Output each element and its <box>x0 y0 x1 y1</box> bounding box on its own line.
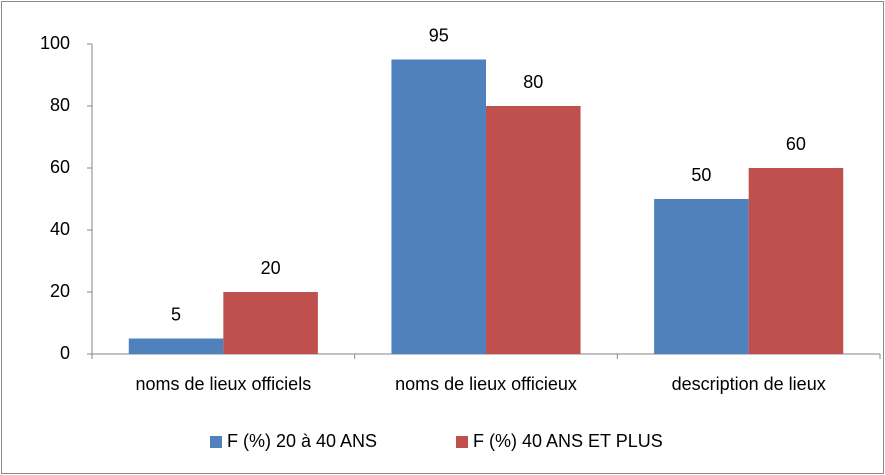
y-tick-label: 0 <box>60 343 70 363</box>
x-tick-label: noms de lieux officieux <box>395 374 577 394</box>
data-label: 80 <box>523 72 543 92</box>
y-tick-label: 40 <box>50 219 70 239</box>
bar <box>128 338 224 354</box>
data-label: 60 <box>786 134 806 154</box>
data-label: 95 <box>429 25 449 45</box>
y-tick-label: 100 <box>40 33 70 53</box>
legend-label: F (%) 40 ANS ET PLUS <box>473 431 663 451</box>
y-tick-label: 20 <box>50 281 70 301</box>
legend-label: F (%) 20 à 40 ANS <box>227 431 377 451</box>
legend-swatch <box>456 436 468 448</box>
x-tick-label: description de lieux <box>672 374 826 394</box>
bar <box>748 168 844 354</box>
bar <box>391 59 486 354</box>
bar <box>486 106 581 354</box>
legend-swatch <box>210 436 222 448</box>
y-tick-label: 60 <box>50 157 70 177</box>
bar <box>654 199 749 354</box>
x-tick-label: noms de lieux officiels <box>135 374 311 394</box>
bar <box>223 292 318 354</box>
data-label: 20 <box>261 258 281 278</box>
data-label: 50 <box>691 165 711 185</box>
data-label: 5 <box>171 304 181 324</box>
y-tick-label: 80 <box>50 95 70 115</box>
